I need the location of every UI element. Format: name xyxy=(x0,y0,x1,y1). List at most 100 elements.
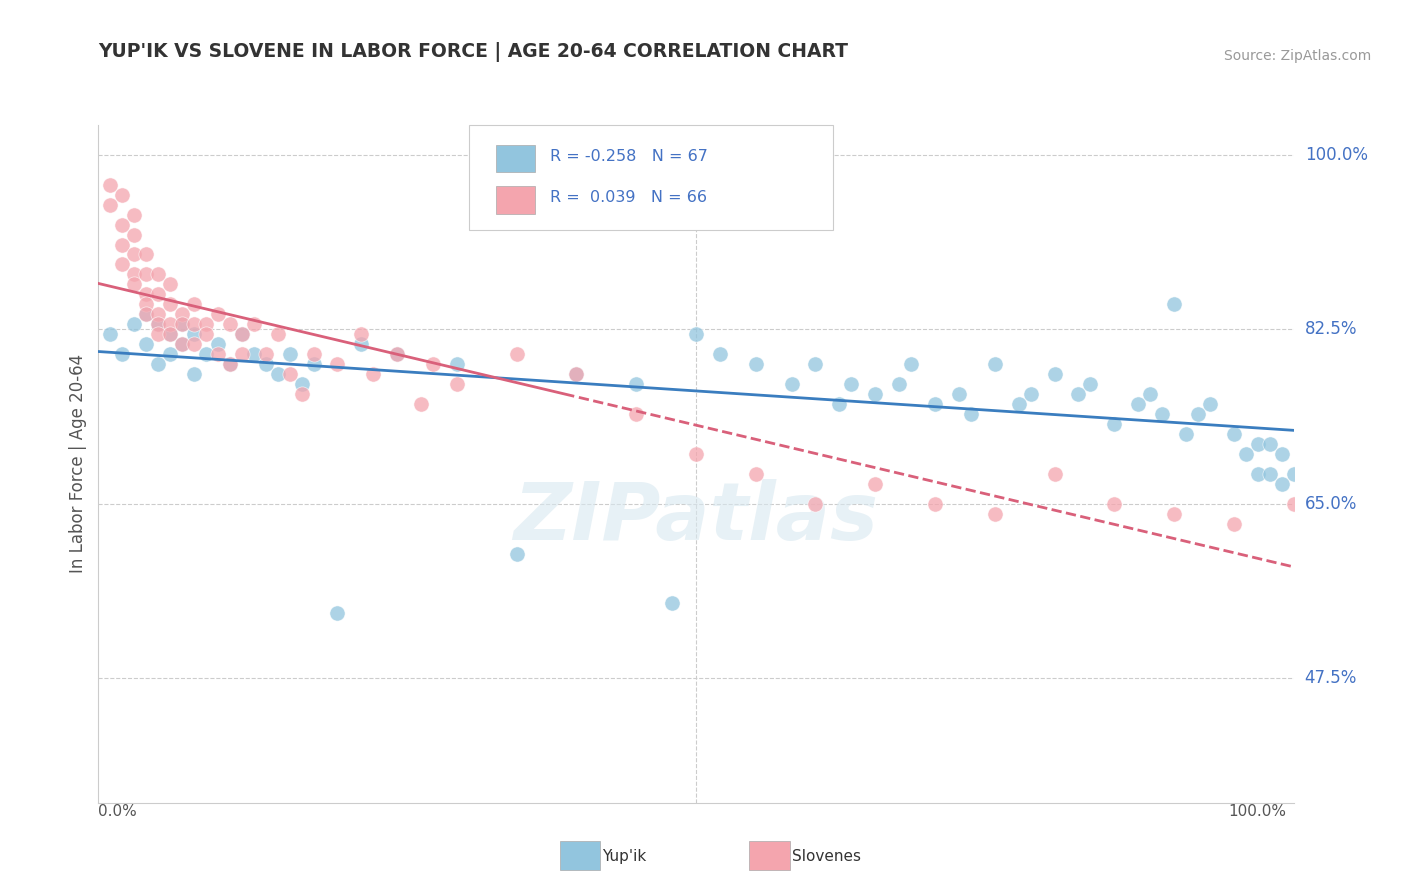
Point xyxy=(207,337,229,351)
Point xyxy=(326,607,349,621)
FancyBboxPatch shape xyxy=(496,145,534,172)
Point xyxy=(148,307,170,321)
Point xyxy=(231,347,253,361)
Point xyxy=(290,387,312,401)
Point xyxy=(685,327,707,342)
Point xyxy=(1234,447,1257,461)
Text: 0.0%: 0.0% xyxy=(98,805,138,819)
Point xyxy=(1258,467,1281,481)
Point xyxy=(624,377,647,392)
Point xyxy=(385,347,409,361)
Point xyxy=(302,347,325,361)
Point xyxy=(111,187,134,202)
Point xyxy=(1043,467,1066,481)
Point xyxy=(159,318,181,332)
Point xyxy=(983,507,1005,521)
Point xyxy=(411,397,433,411)
Point xyxy=(124,247,146,261)
Point xyxy=(135,268,157,282)
Point xyxy=(1007,397,1029,411)
Point xyxy=(1246,467,1268,481)
Point xyxy=(1271,447,1294,461)
Point xyxy=(422,357,444,371)
Point xyxy=(1222,426,1246,441)
Point xyxy=(111,257,134,271)
Point xyxy=(863,387,886,401)
Point xyxy=(1198,397,1220,411)
Point xyxy=(804,357,827,371)
FancyBboxPatch shape xyxy=(470,125,834,230)
Point xyxy=(959,407,981,421)
Text: 82.5%: 82.5% xyxy=(1305,320,1357,338)
Point xyxy=(267,327,290,342)
Text: Slovenes: Slovenes xyxy=(792,849,860,863)
Point xyxy=(135,307,157,321)
Point xyxy=(243,347,266,361)
Point xyxy=(302,357,325,371)
Point xyxy=(278,367,301,381)
Point xyxy=(194,318,217,332)
Point xyxy=(1150,407,1173,421)
Point xyxy=(1271,476,1294,491)
Point xyxy=(1175,426,1198,441)
Point xyxy=(148,318,170,332)
Text: R = -0.258   N = 67: R = -0.258 N = 67 xyxy=(550,149,709,164)
Point xyxy=(159,347,181,361)
Point xyxy=(1128,397,1150,411)
Point xyxy=(98,197,122,211)
Point xyxy=(1163,297,1185,311)
Point xyxy=(124,277,146,292)
Point xyxy=(207,307,229,321)
Point xyxy=(839,377,862,392)
Point xyxy=(159,327,181,342)
Point xyxy=(135,297,157,311)
Point xyxy=(159,297,181,311)
Text: YUP'IK VS SLOVENE IN LABOR FORCE | AGE 20-64 CORRELATION CHART: YUP'IK VS SLOVENE IN LABOR FORCE | AGE 2… xyxy=(98,43,848,62)
Point xyxy=(124,318,146,332)
Point xyxy=(278,347,301,361)
Point xyxy=(219,357,242,371)
Point xyxy=(111,237,134,252)
Y-axis label: In Labor Force | Age 20-64: In Labor Force | Age 20-64 xyxy=(69,354,87,574)
Point xyxy=(565,367,588,381)
Point xyxy=(1187,407,1209,421)
Point xyxy=(267,367,290,381)
Point xyxy=(254,357,277,371)
Point xyxy=(900,357,922,371)
Point xyxy=(1043,367,1066,381)
Point xyxy=(326,357,349,371)
Point xyxy=(1102,417,1125,431)
Point xyxy=(172,318,194,332)
Point xyxy=(254,347,277,361)
FancyBboxPatch shape xyxy=(496,186,534,213)
Point xyxy=(624,407,647,421)
Point xyxy=(948,387,970,401)
Point xyxy=(1282,467,1305,481)
Point xyxy=(1080,377,1102,392)
Point xyxy=(219,318,242,332)
Point xyxy=(135,287,157,301)
Point xyxy=(745,467,768,481)
Text: 65.0%: 65.0% xyxy=(1305,495,1357,513)
Point xyxy=(350,337,373,351)
Point xyxy=(363,367,385,381)
Point xyxy=(219,357,242,371)
Point xyxy=(172,337,194,351)
Point xyxy=(183,327,205,342)
Point xyxy=(828,397,851,411)
Point xyxy=(207,347,229,361)
Point xyxy=(685,447,707,461)
Text: Source: ZipAtlas.com: Source: ZipAtlas.com xyxy=(1223,49,1371,63)
Point xyxy=(1019,387,1042,401)
Point xyxy=(446,357,468,371)
Point xyxy=(135,337,157,351)
Text: Yup'ik: Yup'ik xyxy=(602,849,645,863)
Point xyxy=(1282,497,1305,511)
Point xyxy=(124,208,146,222)
Point xyxy=(231,327,253,342)
Point xyxy=(1246,437,1268,451)
Point xyxy=(350,327,373,342)
Point xyxy=(172,307,194,321)
Point xyxy=(863,476,886,491)
Text: 47.5%: 47.5% xyxy=(1305,669,1357,687)
